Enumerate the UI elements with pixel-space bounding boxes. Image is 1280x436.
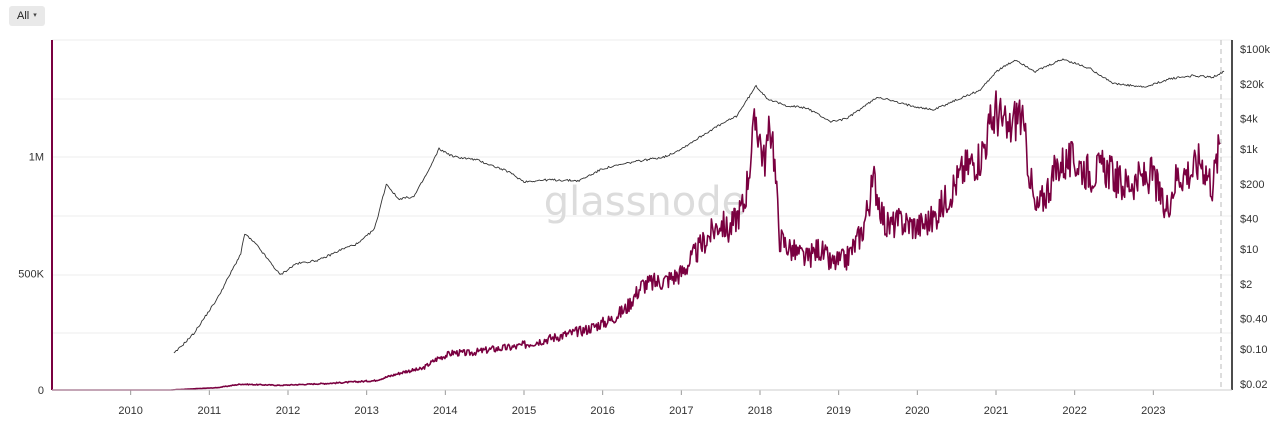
x-tick-label: 2021 [984,405,1008,417]
y-right-tick-label: $0.10 [1240,344,1268,356]
x-tick-label: 2017 [669,405,693,417]
x-tick-label: 2023 [1141,405,1165,417]
y-right-tick-label: $40 [1240,214,1258,226]
x-tick-label: 2015 [512,405,536,417]
holders-series-line [52,90,1221,391]
y-right-tick-label: $4k [1240,114,1258,126]
y-right-tick-label: $100k [1240,44,1270,56]
range-label: All [17,10,30,22]
x-tick-label: 2016 [590,405,614,417]
y-left-tick-label: 0 [38,385,44,397]
range-selector[interactable]: All ▾ [9,6,45,26]
watermark: glassnode [544,179,747,225]
x-tick-label: 2019 [826,405,850,417]
x-axis: 2010 2011 2012 2013 2014 2015 2016 2017 2018 2019… [118,390,1166,417]
y-right-tick-label: $10 [1240,244,1258,256]
chevron-down-icon: ▾ [33,12,37,19]
y-left-tick-label: 500K [18,268,44,280]
x-tick-label: 2012 [276,405,300,417]
y-right-tick-label: $200 [1240,179,1264,191]
series-group [52,58,1225,391]
grid [52,39,1232,334]
y-right-tick-label: $2 [1240,279,1252,291]
left-axis: 0 500K 1M [18,152,44,397]
x-tick-label: 2022 [1062,405,1086,417]
y-right-tick-label: $1k [1240,144,1258,156]
y-right-tick-label: $20k [1240,79,1264,91]
y-right-tick-label: $0.02 [1240,379,1268,391]
x-tick-label: 2018 [748,405,772,417]
x-tick-label: 2010 [118,405,142,417]
price-series-line [173,58,1225,354]
x-tick-label: 2020 [905,405,929,417]
x-tick-label: 2014 [433,405,457,417]
x-tick-label: 2013 [354,405,378,417]
y-right-tick-label: $0.40 [1240,314,1268,326]
x-tick-label: 2011 [198,405,222,417]
right-axis: $0.02 $0.10 $0.40 $2 $10 $40 $200 $1k $4k $20k $10… [1240,44,1270,391]
y-left-tick-label: 1M [29,152,44,164]
